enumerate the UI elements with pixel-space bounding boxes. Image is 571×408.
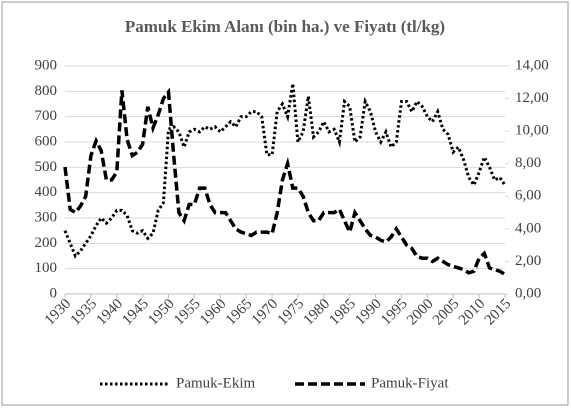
y-tick-label: 700 [35,108,58,124]
legend-label: Pamuk-Ekim [176,375,255,391]
y2-tick-label: 10,00 [515,123,549,139]
y-tick-label: 800 [35,83,58,99]
y-tick-label: 500 [35,159,58,175]
y-tick-label: 0 [50,285,58,301]
y2-tick-label: 8,00 [515,155,541,171]
y-tick-label: 300 [35,209,58,225]
legend-label: Pamuk-Fiyat [371,375,449,391]
y2-tick-label: 12,00 [515,90,549,106]
series-line [63,83,507,259]
y2-tick-label: 14,00 [515,57,549,73]
chart-title: Pamuk Ekim Alanı (bin ha.) ve Fiyatı (tl… [125,17,445,36]
y-tick-label: 600 [35,133,58,149]
y2-tick-label: 2,00 [515,253,541,269]
y-tick-label: 900 [35,57,58,73]
y-tick-label: 400 [35,184,58,200]
y-tick-label: 100 [35,260,58,276]
y2-tick-label: 4,00 [515,220,541,236]
series-line [63,87,506,276]
y2-tick-label: 6,00 [515,188,541,204]
y-tick-label: 200 [35,235,58,251]
y2-tick-label: 0,00 [515,285,541,301]
